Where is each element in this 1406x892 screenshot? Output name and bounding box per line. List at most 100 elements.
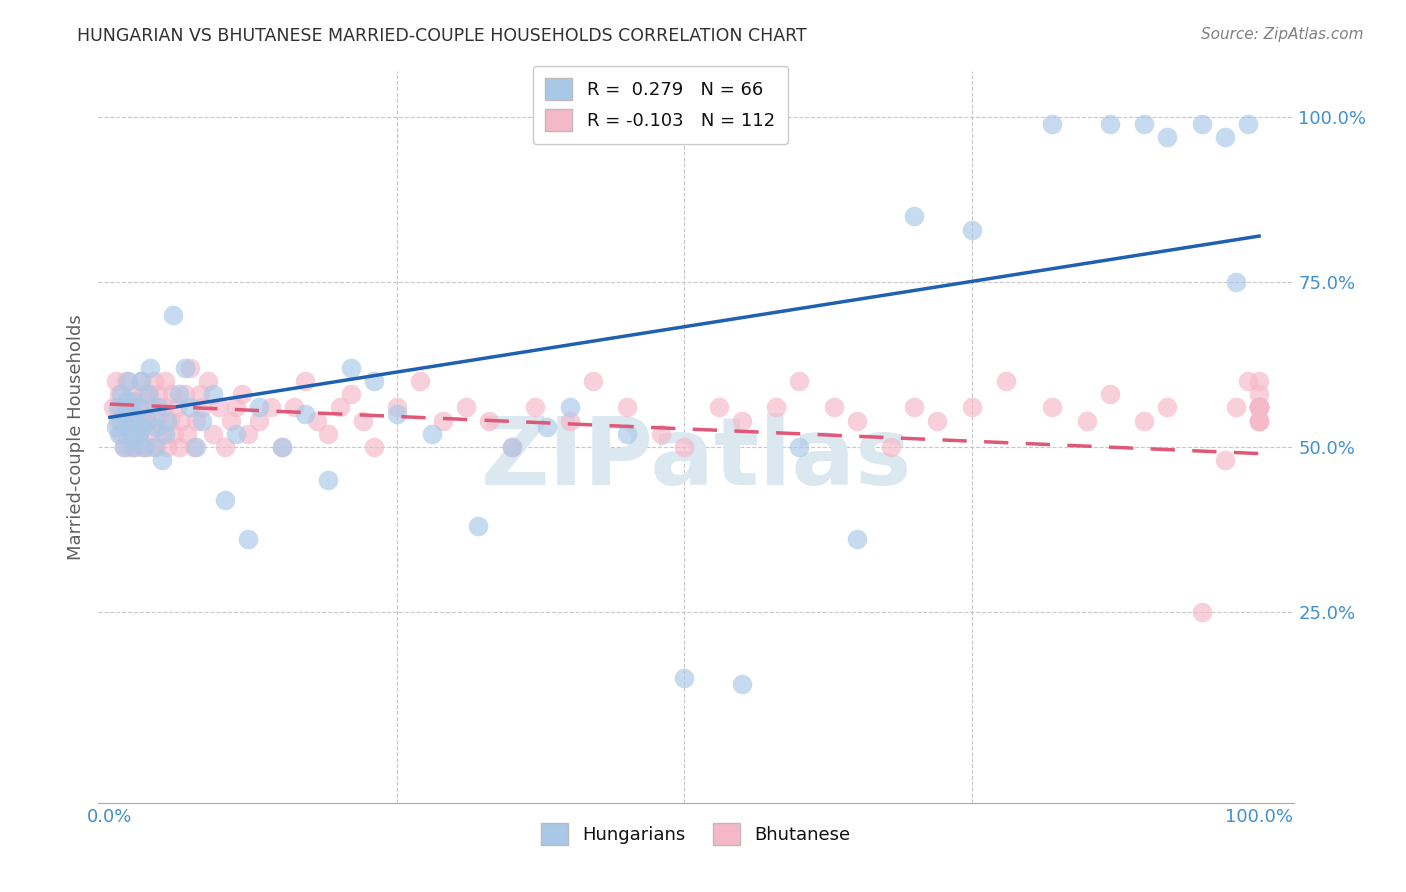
Point [650, 426, 672, 441]
Point [236, 533, 259, 547]
Point [558, 414, 581, 428]
Point [134, 440, 156, 454]
Point [1247, 414, 1270, 428]
Point [903, 210, 925, 224]
Point [173, 360, 195, 375]
Point [352, 414, 374, 428]
Point [1098, 387, 1121, 401]
Point [121, 387, 143, 401]
Point [139, 426, 162, 441]
Point [283, 401, 305, 415]
Point [131, 440, 153, 454]
Point [1040, 117, 1063, 131]
Point [110, 414, 132, 428]
Point [129, 374, 152, 388]
Point [1191, 117, 1213, 131]
Point [707, 401, 730, 415]
Point [179, 401, 201, 415]
Point [236, 426, 259, 441]
Text: ZIPatlas: ZIPatlas [481, 413, 911, 505]
Point [1076, 414, 1098, 428]
Point [1191, 605, 1213, 619]
Point [122, 401, 145, 415]
Point [163, 426, 186, 441]
Point [134, 387, 156, 401]
Point [340, 387, 363, 401]
Point [135, 440, 157, 454]
Point [1133, 414, 1156, 428]
Point [467, 519, 489, 533]
Point [823, 401, 845, 415]
Point [1225, 275, 1247, 289]
Point [167, 387, 190, 401]
Y-axis label: Married-couple Households: Married-couple Households [66, 314, 84, 560]
Point [159, 414, 181, 428]
Point [166, 401, 188, 415]
Point [260, 401, 283, 415]
Point [135, 414, 157, 428]
Point [247, 401, 270, 415]
Point [162, 308, 184, 322]
Point [219, 414, 242, 428]
Point [124, 414, 146, 428]
Point [138, 387, 160, 401]
Point [176, 426, 198, 441]
Point [103, 401, 125, 415]
Point [1225, 401, 1247, 415]
Point [129, 374, 152, 388]
Point [197, 374, 219, 388]
Point [117, 374, 139, 388]
Point [673, 671, 696, 685]
Point [128, 401, 150, 415]
Point [110, 387, 132, 401]
Point [191, 414, 214, 428]
Point [524, 401, 547, 415]
Point [156, 440, 179, 454]
Point [1247, 401, 1270, 415]
Point [148, 401, 170, 415]
Point [363, 440, 385, 454]
Point [115, 420, 138, 434]
Point [179, 360, 201, 375]
Point [1247, 401, 1270, 415]
Point [1156, 130, 1178, 145]
Point [122, 393, 145, 408]
Text: Source: ZipAtlas.com: Source: ZipAtlas.com [1201, 27, 1364, 42]
Point [117, 401, 139, 415]
Point [107, 414, 129, 428]
Point [115, 374, 138, 388]
Point [271, 440, 294, 454]
Point [1247, 414, 1270, 428]
Point [731, 677, 754, 691]
Point [1247, 401, 1270, 415]
Point [136, 387, 159, 401]
Point [880, 440, 903, 454]
Point [1236, 374, 1258, 388]
Point [202, 387, 225, 401]
Point [122, 440, 145, 454]
Point [115, 393, 138, 408]
Point [1156, 401, 1178, 415]
Point [173, 387, 195, 401]
Point [247, 414, 270, 428]
Point [316, 473, 339, 487]
Point [558, 401, 581, 415]
Point [1236, 117, 1258, 131]
Point [1098, 117, 1121, 131]
Point [845, 533, 868, 547]
Point [134, 414, 156, 428]
Point [385, 407, 409, 421]
Point [316, 426, 339, 441]
Point [960, 401, 983, 415]
Point [616, 426, 638, 441]
Point [118, 440, 141, 454]
Point [456, 401, 478, 415]
Point [170, 414, 193, 428]
Point [110, 401, 132, 415]
Point [1040, 401, 1063, 415]
Point [1213, 130, 1236, 145]
Point [139, 360, 162, 375]
Point [294, 374, 316, 388]
Point [1133, 117, 1156, 131]
Point [141, 401, 163, 415]
